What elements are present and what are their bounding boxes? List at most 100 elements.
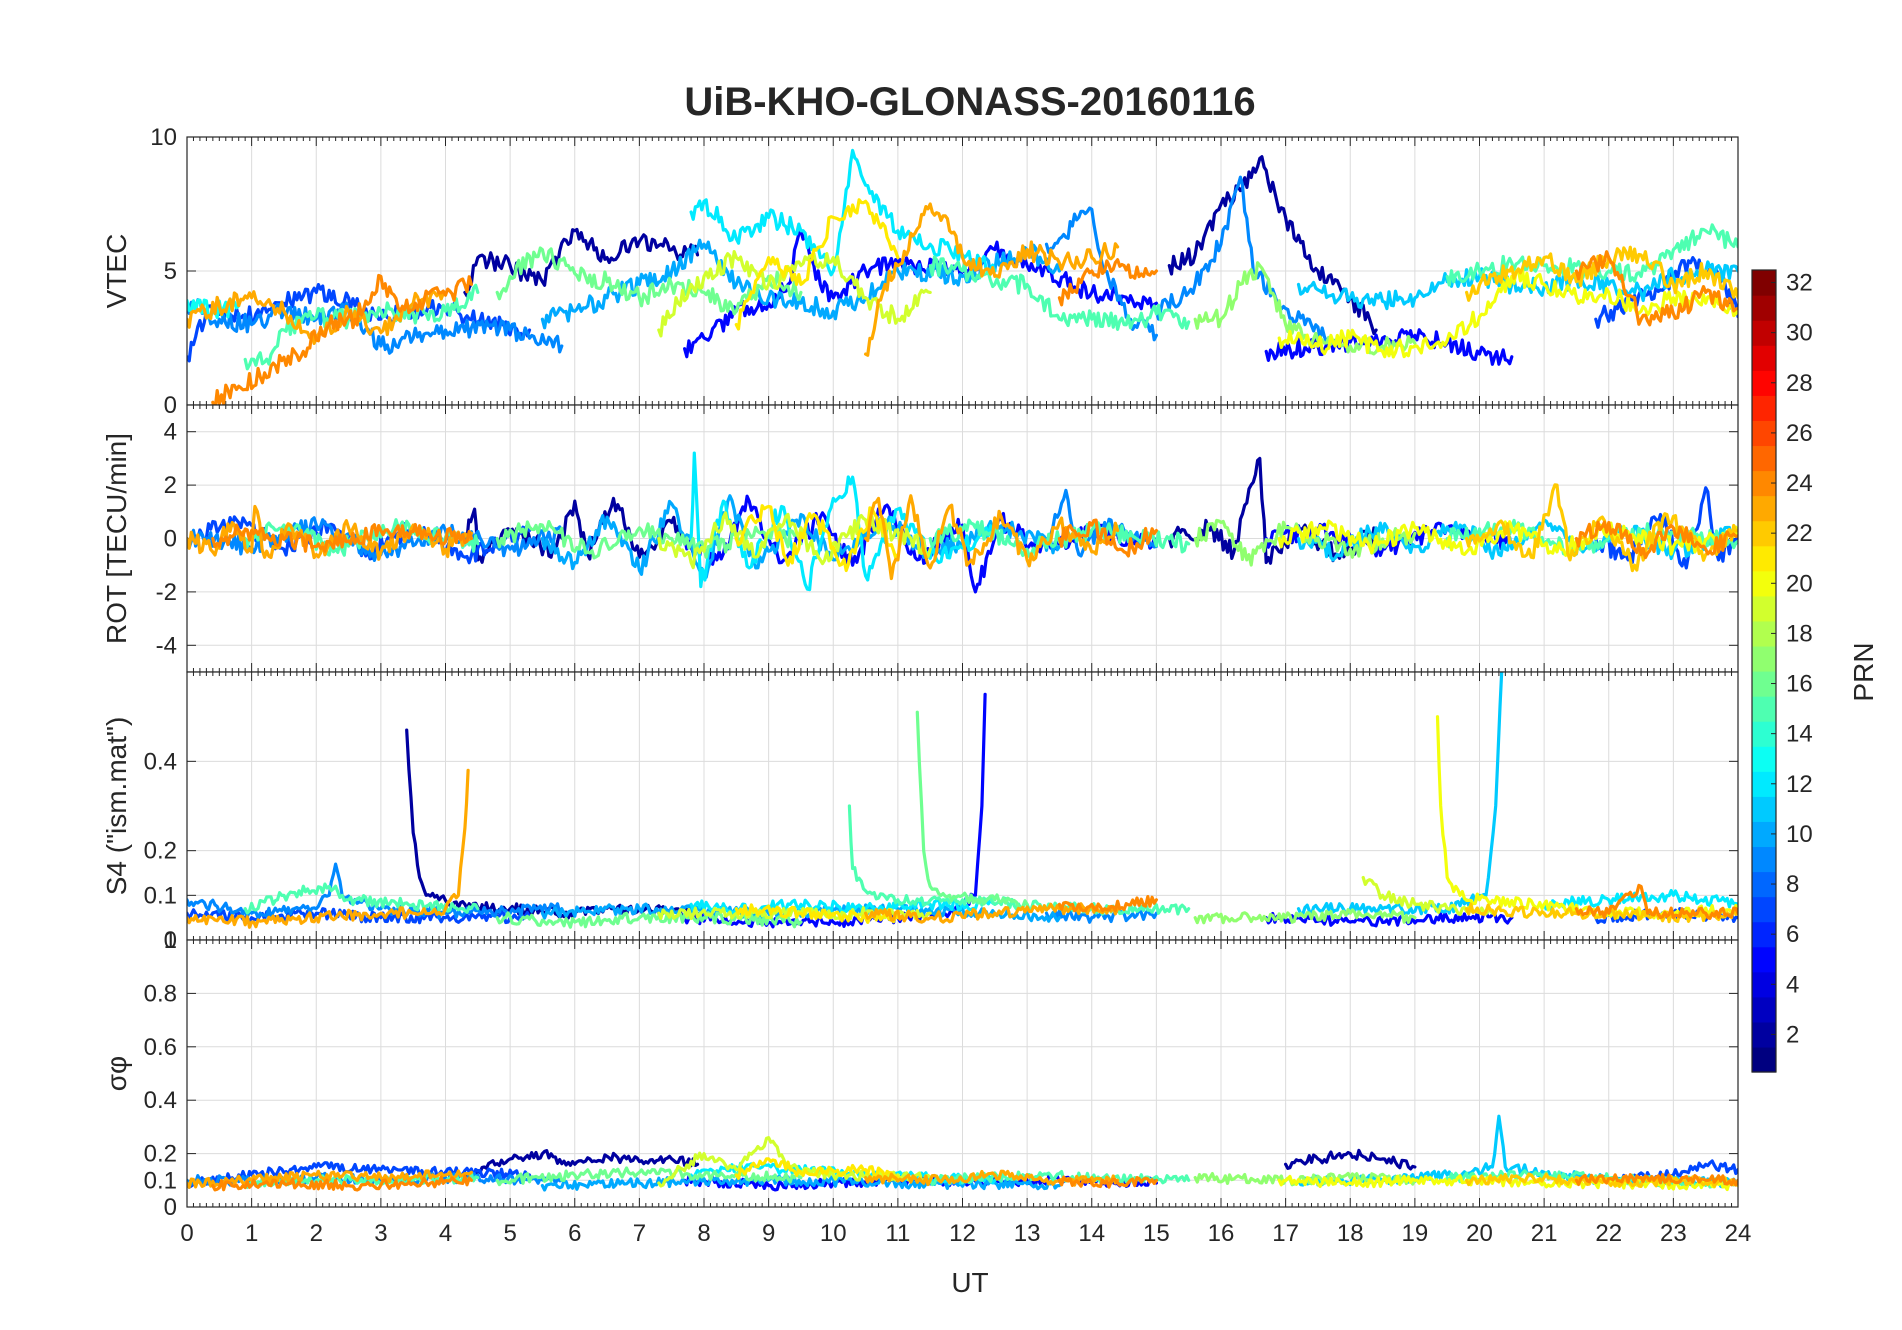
series-line-prn-10 xyxy=(540,494,1061,579)
series-line-prn-23 xyxy=(864,494,1120,581)
y-tick-label: 0 xyxy=(164,392,177,419)
x-tick-label: 1 xyxy=(245,1220,258,1247)
series-group xyxy=(187,451,1738,594)
panel-2: -4 -2 0 2 4 ROT [TECU/min] xyxy=(101,404,1739,673)
y-tick-label: 0.4 xyxy=(144,1087,177,1114)
series-line-prn-17 xyxy=(1193,518,1417,567)
series-line-prn-21 xyxy=(734,198,900,331)
series-line-prn-2 xyxy=(463,227,700,298)
y-tick-label: 0.6 xyxy=(144,1034,177,1061)
series-line-prn-24 xyxy=(1574,520,1738,560)
panel-frame xyxy=(186,939,1739,1208)
series-line-prn-19 xyxy=(657,250,932,338)
colorbar-tick-label: 28 xyxy=(1786,370,1813,397)
y-tick-label: 0.1 xyxy=(144,882,177,909)
x-tick-label: 12 xyxy=(949,1220,976,1247)
series-line-prn-24 xyxy=(1574,883,1738,920)
series-line-prn-16 xyxy=(495,520,803,560)
y-tick-label: 5 xyxy=(164,258,177,285)
x-tick-label: 15 xyxy=(1143,1220,1170,1247)
x-tick-label: 8 xyxy=(697,1220,710,1247)
series-group xyxy=(187,148,1738,405)
series-line-prn-9 xyxy=(187,298,564,355)
series-line-prn-23 xyxy=(187,1169,473,1189)
y-axis-label: ROT [TECU/min] xyxy=(101,433,132,644)
x-tick-label: 18 xyxy=(1337,1220,1364,1247)
y-tick-label: 0 xyxy=(164,1194,177,1221)
y-tick-label: 4 xyxy=(164,419,177,446)
colorbar-label: PRN xyxy=(1848,642,1879,701)
series-line-prn-24 xyxy=(211,273,473,405)
series-line-prn-21 xyxy=(734,504,900,573)
colorbar-segment xyxy=(1752,796,1776,822)
y-tick-label: 10 xyxy=(150,124,177,151)
chart-title: UiB-KHO-GLONASS-20160116 xyxy=(684,80,1255,124)
x-tick-label: 19 xyxy=(1402,1220,1429,1247)
y-tick-label: 2 xyxy=(164,472,177,499)
colorbar-tick-label: 10 xyxy=(1786,821,1813,848)
series-line-prn-24 xyxy=(1574,1173,1738,1187)
series-line-prn-19 xyxy=(657,511,932,570)
colorbar-tick-label: 22 xyxy=(1786,520,1813,547)
x-tick-label: 21 xyxy=(1531,1220,1558,1247)
colorbar-tick-label: 12 xyxy=(1786,771,1813,798)
y-tick-label: 0.2 xyxy=(144,838,177,865)
x-tick-label: 9 xyxy=(762,1220,775,1247)
panel-3: 0 0.1 0.2 0.4 S4 ("ism.mat") xyxy=(101,671,1739,954)
series-line-prn-24 xyxy=(1057,518,1158,558)
series-line-prn-2 xyxy=(463,1149,700,1181)
series-line-prn-23 xyxy=(187,768,470,929)
series-line-prn-15 xyxy=(928,255,1191,331)
colorbar-tick-label: 8 xyxy=(1786,871,1799,898)
x-tick-label: 23 xyxy=(1660,1220,1687,1247)
y-axis-label: σφ xyxy=(101,1056,132,1091)
y-tick-label: 0 xyxy=(164,526,177,553)
colorbar-segment xyxy=(1752,946,1776,973)
colorbar-segment xyxy=(1752,345,1776,371)
colorbar-frame xyxy=(1751,269,1777,1073)
series-line-prn-17 xyxy=(1193,908,1417,925)
colorbar-segment xyxy=(1752,545,1776,572)
colorbar-segment xyxy=(1752,1046,1776,1073)
x-tick-label: 2 xyxy=(310,1220,323,1247)
y-axis-label: VTEC xyxy=(101,234,132,309)
series-group xyxy=(187,1114,1738,1192)
x-tick-label: 14 xyxy=(1078,1220,1105,1247)
y-tick-label: 1 xyxy=(164,927,177,954)
colorbar-segment xyxy=(1752,495,1776,522)
x-tick-label: 17 xyxy=(1272,1220,1299,1247)
series-line-prn-23 xyxy=(864,202,1120,357)
series-line-prn-24 xyxy=(211,1174,473,1192)
series-line-prn-15 xyxy=(243,882,480,915)
x-tick-label: 20 xyxy=(1466,1220,1493,1247)
x-tick-label: 11 xyxy=(885,1220,910,1247)
colorbar-tick-label: 30 xyxy=(1786,320,1813,347)
series-line-prn-24 xyxy=(1574,250,1738,327)
x-tick-label: 16 xyxy=(1208,1220,1235,1247)
colorbar-segment xyxy=(1752,896,1776,923)
series-line-prn-20 xyxy=(1435,715,1738,921)
series-line-prn-16 xyxy=(495,911,803,929)
y-tick-label: 0 xyxy=(164,927,177,954)
colorbar-segment xyxy=(1752,996,1776,1023)
colorbar-segment xyxy=(1752,645,1776,672)
colorbar-tick-label: 32 xyxy=(1786,270,1813,297)
colorbar-tick-label: 2 xyxy=(1786,1021,1799,1048)
colorbar-segment xyxy=(1752,295,1776,321)
x-tick-label: 22 xyxy=(1595,1220,1622,1247)
colorbar-segment xyxy=(1752,746,1776,772)
series-line-prn-2 xyxy=(1284,1148,1417,1171)
x-tick-label: 4 xyxy=(439,1220,452,1247)
series-line-prn-11 xyxy=(1296,260,1738,311)
colorbar-segment xyxy=(1752,696,1776,722)
colorbar-tick-label: 24 xyxy=(1786,470,1813,497)
series-line-prn-24 xyxy=(211,522,473,553)
colorbar-tick-label: 18 xyxy=(1786,620,1813,647)
y-tick-label: 0.2 xyxy=(144,1141,177,1168)
colorbar-segment xyxy=(1752,595,1776,622)
colorbar-tick-label: 6 xyxy=(1786,921,1799,948)
series-line-prn-24 xyxy=(1057,1175,1158,1189)
x-tick-label: 24 xyxy=(1725,1220,1752,1247)
series-group xyxy=(187,672,1738,929)
